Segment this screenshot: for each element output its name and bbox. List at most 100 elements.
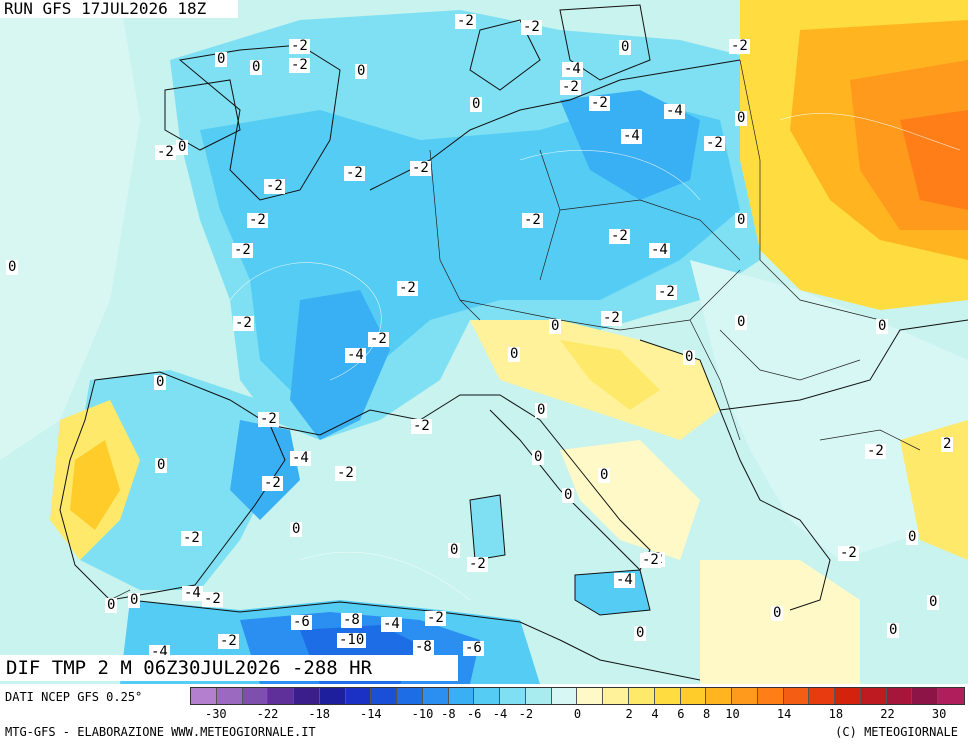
contour-label: -4 (621, 128, 642, 144)
contour-label: 0 (535, 402, 548, 418)
map-canvas (0, 0, 968, 684)
contour-label: -2 (335, 465, 356, 481)
contour-label: -2 (264, 178, 285, 194)
scale-tick-label: -4 (492, 707, 508, 721)
scale-tick-label: -14 (359, 707, 382, 721)
scale-swatch (783, 688, 810, 704)
contour-label: -4 (182, 585, 203, 601)
scale-tick-label: 10 (725, 707, 740, 721)
color-scale-bar (190, 687, 965, 705)
contour-label: 0 (683, 349, 696, 365)
scale-tick-label: 4 (651, 707, 659, 721)
scale-swatch (654, 688, 681, 704)
contour-label: -2 (344, 165, 365, 181)
contour-label: 0 (735, 314, 748, 330)
contour-label: 0 (215, 51, 228, 67)
contour-label: -2 (729, 38, 750, 54)
scale-swatch (500, 688, 526, 704)
scale-swatch (706, 688, 733, 704)
scale-swatch (680, 688, 707, 704)
contour-label: -2 (233, 315, 254, 331)
contour-label: -2 (865, 443, 886, 459)
scale-tick-label: -22 (256, 707, 279, 721)
scale-swatch (191, 688, 217, 704)
scale-swatch (242, 688, 269, 704)
contour-label: -2 (467, 556, 488, 572)
scale-tick-label: -8 (441, 707, 456, 721)
scale-tick-label: -10 (411, 707, 434, 721)
scale-tick-label: -18 (308, 707, 330, 721)
contour-label: 0 (355, 63, 368, 79)
scale-swatch (294, 688, 320, 704)
contour-label: -2 (521, 19, 542, 35)
contour-label: 0 (176, 139, 189, 155)
contour-label: -2 (640, 552, 661, 568)
contour-label: -2 (656, 284, 677, 300)
contour-label: 0 (6, 259, 19, 275)
contour-label: -2 (247, 212, 268, 228)
scale-swatch (757, 688, 784, 704)
scale-swatch (629, 688, 655, 704)
contour-label: 0 (562, 487, 575, 503)
scale-tick-label: 14 (776, 707, 792, 721)
contour-label: 0 (470, 96, 483, 112)
scale-swatch (809, 688, 836, 704)
contour-label: -2 (232, 242, 253, 258)
scale-tick-label: 18 (828, 707, 844, 721)
contour-label: 0 (771, 605, 784, 621)
contour-label: -2 (455, 13, 476, 29)
contour-label: -6 (463, 640, 484, 656)
contour-label: -2 (589, 95, 610, 111)
contour-label: 0 (876, 318, 889, 334)
scale-swatch (216, 688, 243, 704)
contour-label: -8 (341, 612, 362, 628)
contour-label: 0 (927, 594, 940, 610)
scale-swatch (938, 688, 964, 704)
contour-label: 0 (105, 597, 118, 613)
contour-label: 0 (598, 467, 611, 483)
contour-label: -2 (704, 135, 725, 151)
scale-tick-label: 30 (931, 707, 947, 721)
contour-label: -2 (289, 57, 310, 73)
contour-label: -4 (290, 450, 311, 466)
contour-label: 0 (154, 374, 167, 390)
scale-swatch (525, 688, 552, 704)
scale-swatch (319, 688, 346, 704)
contour-label: -2 (397, 280, 418, 296)
scale-swatch (551, 688, 578, 704)
contour-label: 0 (290, 521, 303, 537)
color-scale-ticks: -30 -22 -18 -14 -10 -8 -6 -4 -2 0 2 4 6 8 10 14 18 22 30 (190, 707, 965, 723)
scale-swatch (860, 688, 887, 704)
contour-label: 0 (155, 457, 168, 473)
contour-label: 0 (735, 212, 748, 228)
contour-label: -2 (560, 79, 581, 95)
contour-label: -2 (262, 475, 283, 491)
contour-label: -2 (522, 212, 543, 228)
contour-label: 2 (941, 436, 954, 452)
scale-swatch (397, 688, 423, 704)
contour-label: -2 (202, 591, 223, 607)
contour-label: -4 (649, 242, 670, 258)
contour-label: 0 (634, 625, 647, 641)
contour-label: 0 (906, 529, 919, 545)
contour-label: -6 (291, 614, 312, 630)
temperature-anomaly-map: -2 -2 0 0 -2 -2 0 -4 -2 0 -2 -2 0 -2 -4 … (0, 0, 968, 684)
scale-tick-label: 6 (677, 707, 685, 721)
credit-left: MTG-GFS - ELABORAZIONE WWW.METEOGIORNALE… (5, 725, 316, 739)
scale-swatch (371, 688, 398, 704)
field-title: DIF TMP 2 M 06Z30JUL2026 -288 HR (0, 655, 458, 681)
data-source-label: DATI NCEP GFS 0.25° (5, 690, 143, 704)
contour-label: -2 (289, 38, 310, 54)
contour-label: 0 (735, 110, 748, 126)
contour-label: -2 (181, 530, 202, 546)
scale-swatch (732, 688, 758, 704)
contour-label: -4 (664, 103, 685, 119)
scale-tick-label: -30 (204, 707, 227, 721)
scale-swatch (577, 688, 604, 704)
contour-label: -8 (413, 639, 434, 655)
contour-label: -2 (155, 144, 176, 160)
contour-label: -10 (337, 632, 367, 648)
contour-label: 0 (250, 59, 263, 75)
contour-label: -4 (345, 347, 366, 363)
